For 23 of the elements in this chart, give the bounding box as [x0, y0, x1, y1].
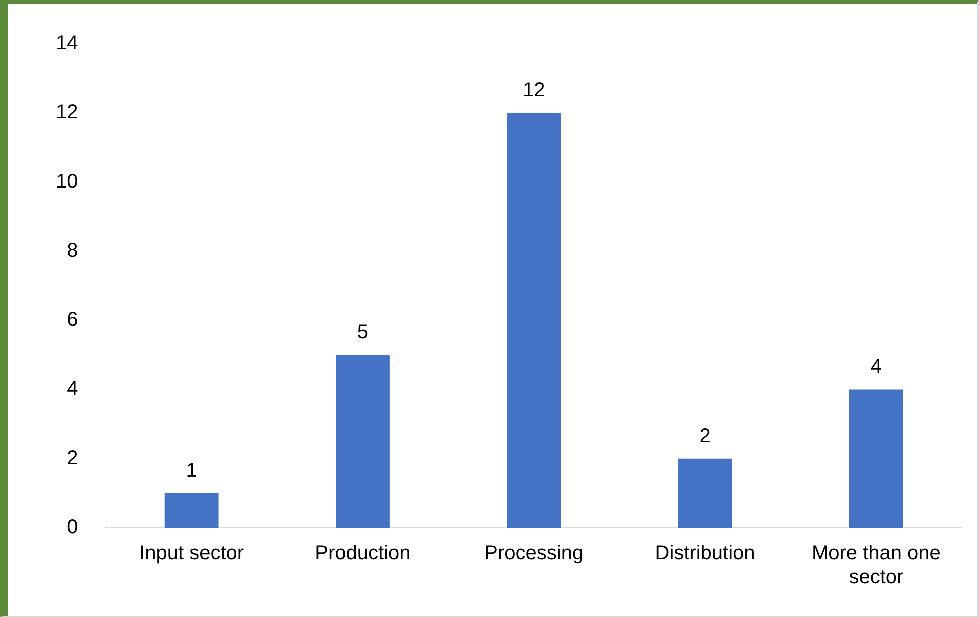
y-tick-label: 10 [56, 170, 78, 193]
bar [678, 458, 732, 528]
y-tick-label: 12 [56, 102, 78, 124]
y-tick-label: 8 [67, 240, 78, 262]
x-tick-label: Processing [484, 542, 584, 565]
data-label: 4 [870, 356, 882, 378]
x-tick-label: Distribution [655, 542, 756, 565]
bar [164, 493, 219, 528]
bar [849, 390, 904, 528]
data-label: 5 [357, 322, 369, 344]
data-label: 2 [700, 425, 711, 448]
y-tick-label: 2 [67, 447, 78, 470]
y-tick-label: 14 [56, 32, 78, 55]
y-tick-label: 0 [67, 516, 78, 539]
data-label: 1 [186, 460, 198, 482]
bar [507, 113, 562, 528]
bar [336, 355, 390, 528]
y-tick-label: 4 [67, 378, 78, 400]
x-tick-label: Production [315, 542, 411, 565]
y-tick-label: 6 [67, 309, 78, 332]
data-label: 12 [523, 80, 546, 102]
x-tick-label: More than one sector [812, 542, 941, 589]
x-tick-label: Input sector [140, 542, 244, 565]
